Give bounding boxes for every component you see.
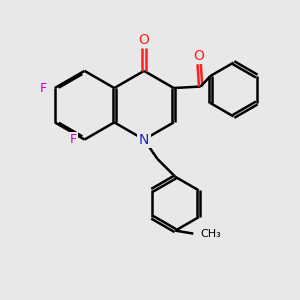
Text: F: F [40, 82, 47, 94]
Text: F: F [70, 133, 77, 146]
Text: O: O [139, 33, 149, 47]
Text: N: N [139, 133, 149, 146]
Text: O: O [194, 49, 205, 63]
Text: CH₃: CH₃ [201, 229, 221, 238]
